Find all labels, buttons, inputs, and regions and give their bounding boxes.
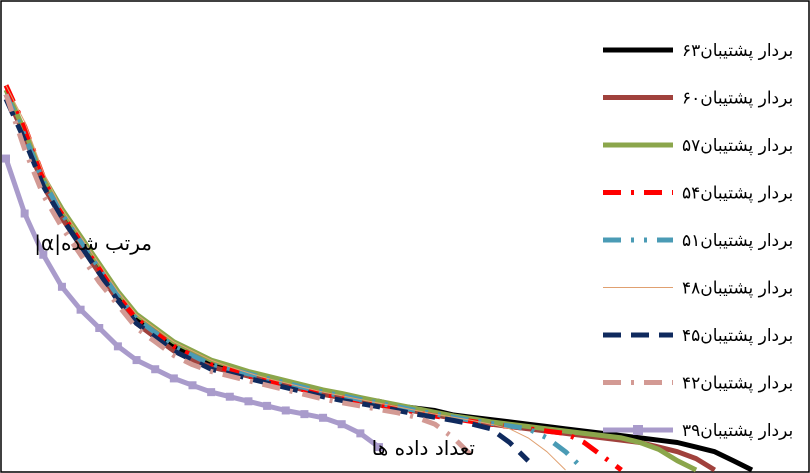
series-line-5	[5, 85, 566, 471]
series-8-marker-10	[188, 381, 197, 390]
series-8-marker-4	[76, 305, 85, 314]
series-8-marker-14	[263, 401, 272, 410]
series-8-marker-17	[319, 413, 328, 422]
series-8-marker-8	[151, 365, 160, 374]
x-axis-label: تعداد داده ها	[372, 436, 475, 460]
series-layer	[2, 84, 754, 473]
legend-label-0: ۶۳بردار پشتیبان	[682, 41, 793, 61]
series-8-marker-18	[337, 420, 346, 429]
series-8-marker-3	[57, 282, 66, 291]
series-8-marker-15	[281, 406, 290, 415]
series-8-marker-2	[39, 250, 48, 259]
series-8-marker-20	[375, 443, 383, 452]
series-8-marker-6	[113, 342, 122, 351]
legend-label-4: ۵۱بردار پشتیبان	[682, 231, 793, 251]
legend-label-2: ۵۷بردار پشتیبان	[682, 136, 793, 156]
series-8-marker-16	[300, 410, 309, 419]
legend-label-3: ۵۴بردار پشتیبان	[682, 184, 793, 204]
legend-label-5: ۴۸بردار پشتیبان	[682, 279, 793, 299]
series-8-marker-1	[20, 209, 29, 218]
series-8-marker-19	[356, 429, 365, 438]
series-8-marker-13	[244, 397, 253, 406]
series-8-marker-9	[169, 374, 178, 383]
legend: ۶۳بردار پشتیبان ۶۰بردار پشتیبان ۵۷بردار پش…	[603, 41, 793, 441]
legend-marker-8	[633, 425, 643, 435]
legend-label-6: ۴۵بردار پشتیبان	[682, 326, 793, 346]
series-line-7	[3, 93, 475, 459]
legend-label-1: ۶۰بردار پشتیبان	[682, 89, 793, 109]
series-8-marker-5	[95, 324, 104, 333]
legend-label-7: ۴۲بردار پشتیبان	[682, 374, 793, 394]
series-8-marker-11	[207, 388, 216, 397]
legend-label-8: ۳۹بردار پشتیبان	[682, 421, 793, 441]
y-axis-label: |α|مرتب شده	[34, 231, 152, 255]
series-8-marker-12	[225, 392, 234, 401]
series-8-marker-0	[2, 154, 10, 163]
series-8-marker-7	[132, 356, 141, 365]
